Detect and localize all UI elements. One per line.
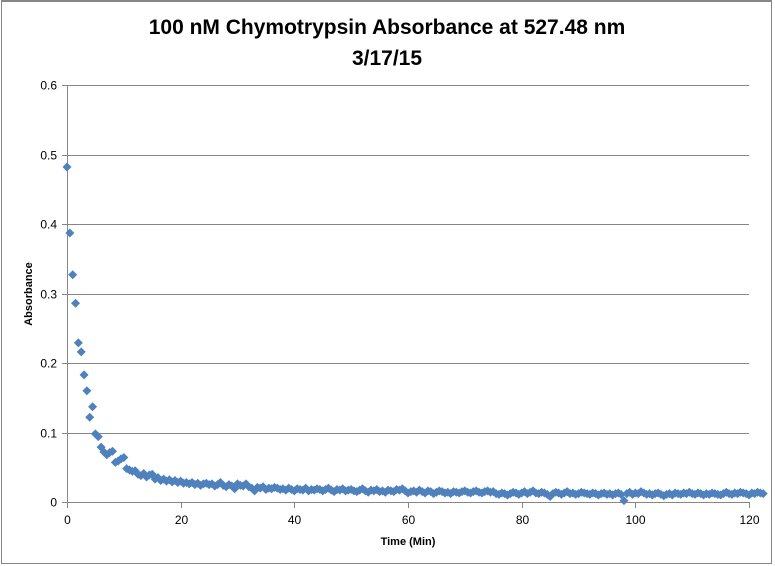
y-axis-title: Absorbance bbox=[23, 262, 35, 326]
x-tick-labels: 0 20 40 60 80 100 120 bbox=[64, 513, 760, 527]
x-tick-label: 20 bbox=[175, 513, 189, 527]
y-tick-label: 0.5 bbox=[40, 149, 57, 163]
y-tick-label: 0.2 bbox=[40, 357, 57, 371]
data-point bbox=[71, 298, 81, 308]
data-point bbox=[93, 432, 103, 442]
data-point bbox=[73, 338, 83, 348]
data-point bbox=[62, 162, 72, 172]
data-point bbox=[616, 489, 626, 499]
x-tick-label: 40 bbox=[288, 513, 302, 527]
data-point bbox=[107, 446, 117, 456]
chart-subtitle: 3/17/15 bbox=[352, 47, 422, 70]
x-tick-label: 120 bbox=[739, 513, 759, 527]
x-tick-label: 0 bbox=[64, 513, 71, 527]
y-tick-label: 0.3 bbox=[40, 288, 57, 302]
data-point bbox=[68, 270, 78, 280]
data-point bbox=[65, 228, 75, 238]
data-point bbox=[119, 453, 129, 463]
data-point bbox=[79, 370, 89, 380]
chart-title: 100 nM Chymotrypsin Absorbance at 527.48… bbox=[149, 16, 626, 39]
gridlines bbox=[67, 85, 749, 434]
data-point bbox=[758, 489, 768, 499]
x-tick-label: 100 bbox=[625, 513, 645, 527]
y-tick-label: 0.6 bbox=[40, 79, 57, 93]
data-point bbox=[247, 483, 257, 493]
y-tick-label: 0.1 bbox=[40, 427, 57, 441]
data-point bbox=[76, 347, 86, 357]
data-points bbox=[62, 162, 768, 506]
data-point bbox=[85, 412, 95, 422]
x-axis-title: Time (Min) bbox=[381, 536, 436, 548]
x-tick-label: 60 bbox=[402, 513, 416, 527]
y-tick-label: 0 bbox=[50, 496, 57, 510]
data-point bbox=[88, 402, 98, 412]
y-tick-labels: 0 0.1 0.2 0.3 0.4 0.5 0.6 bbox=[40, 79, 57, 510]
x-tick-label: 80 bbox=[516, 513, 530, 527]
data-point bbox=[619, 496, 629, 506]
data-point bbox=[82, 386, 92, 396]
y-tick-label: 0.4 bbox=[40, 218, 57, 232]
axes bbox=[62, 85, 750, 508]
